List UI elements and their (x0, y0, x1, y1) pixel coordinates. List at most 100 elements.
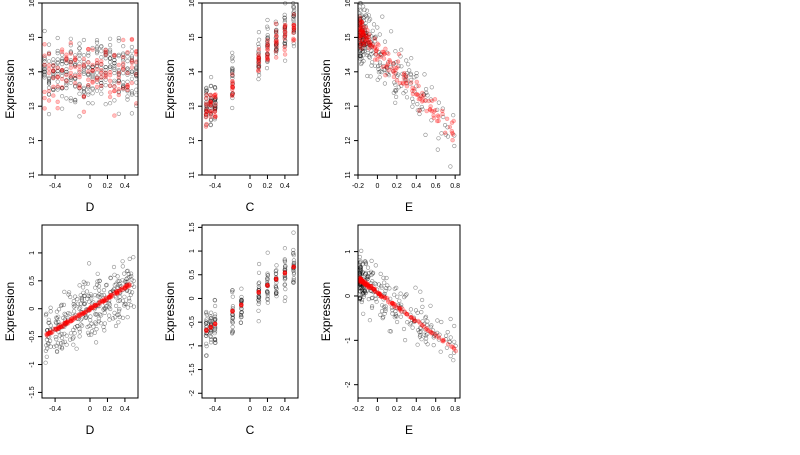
data-point (412, 319, 417, 325)
data-point (379, 285, 384, 290)
data-point (101, 324, 106, 330)
fitted-point (100, 299, 106, 304)
data-point (282, 41, 288, 47)
data-point (385, 283, 390, 288)
data-point (103, 47, 108, 52)
data-point (437, 332, 442, 337)
data-point (71, 309, 77, 314)
data-point (359, 272, 364, 277)
fitted-point (401, 81, 406, 86)
data-point (451, 350, 457, 356)
fitted-point (386, 67, 391, 73)
data-point (238, 320, 243, 325)
fitted-point (386, 298, 391, 303)
data-point (111, 290, 116, 295)
data-point (121, 83, 126, 88)
data-point (413, 308, 419, 313)
data-point (68, 36, 73, 41)
data-point (389, 305, 395, 310)
data-point (102, 306, 107, 311)
data-point (387, 286, 392, 291)
fitted-point (81, 109, 87, 115)
fitted-point (83, 309, 89, 314)
data-point (95, 294, 100, 299)
fitted-point (359, 41, 364, 46)
fitted-point (86, 307, 92, 313)
data-point (54, 309, 60, 314)
data-point (361, 291, 366, 296)
data-point (117, 294, 122, 300)
data-point (44, 311, 49, 317)
data-point (257, 295, 262, 300)
fitted-point (100, 299, 106, 304)
data-point (365, 265, 371, 270)
data-point (116, 78, 121, 83)
fitted-point (366, 34, 371, 40)
data-point (358, 51, 363, 56)
data-point (282, 26, 288, 31)
fitted-point (108, 293, 113, 298)
data-point (375, 25, 380, 30)
fitted-point (380, 294, 385, 299)
x-axis-label: C (246, 200, 255, 214)
data-point (381, 297, 386, 302)
fitted-point (125, 87, 130, 93)
fitted-point (421, 324, 427, 329)
data-point (417, 107, 422, 113)
data-point (256, 49, 261, 54)
fitted-point (212, 95, 218, 100)
data-point (117, 298, 122, 303)
x-tick-label: -0.4 (49, 406, 61, 413)
data-point (129, 44, 134, 50)
fitted-point (103, 74, 108, 80)
fitted-point (397, 306, 402, 311)
data-point (99, 86, 104, 91)
data-point (81, 65, 86, 70)
data-point (265, 44, 270, 49)
fitted-point (404, 83, 410, 89)
fitted-point (94, 302, 100, 308)
data-point (81, 69, 86, 74)
y-tick-label: 1 (345, 250, 352, 254)
fitted-point (97, 301, 103, 306)
fitted-point (273, 49, 278, 54)
fitted-point (361, 25, 366, 30)
fitted-point (405, 312, 410, 317)
data-point (212, 321, 218, 326)
data-point (256, 63, 261, 68)
data-point (444, 345, 450, 350)
data-point (208, 100, 213, 105)
data-point (273, 285, 279, 290)
data-point (203, 321, 209, 326)
fitted-point (80, 311, 85, 316)
data-point (230, 76, 235, 81)
data-point (291, 247, 296, 253)
fitted-point (360, 29, 366, 34)
data-point (380, 316, 385, 321)
data-point (132, 284, 137, 289)
data-point (64, 78, 69, 83)
data-point (90, 86, 95, 91)
data-point (107, 51, 113, 57)
x-tick-label: 0.6 (431, 406, 441, 413)
fitted-point (364, 36, 369, 41)
data-point (126, 296, 131, 301)
data-point (77, 86, 82, 91)
data-point (364, 41, 369, 47)
data-point (230, 73, 235, 78)
data-point (77, 327, 82, 332)
black-points (43, 255, 137, 365)
data-point (212, 337, 217, 342)
data-point (64, 78, 69, 83)
data-point (61, 302, 67, 308)
data-point (65, 316, 70, 321)
fitted-point (365, 284, 370, 290)
fitted-point (407, 314, 412, 319)
fitted-point (230, 309, 235, 314)
y-tick-label: 0.5 (29, 276, 36, 286)
fitted-point (64, 319, 70, 325)
fitted-point (239, 302, 244, 307)
data-point (381, 63, 386, 69)
data-point (424, 322, 430, 328)
data-point (265, 38, 270, 43)
